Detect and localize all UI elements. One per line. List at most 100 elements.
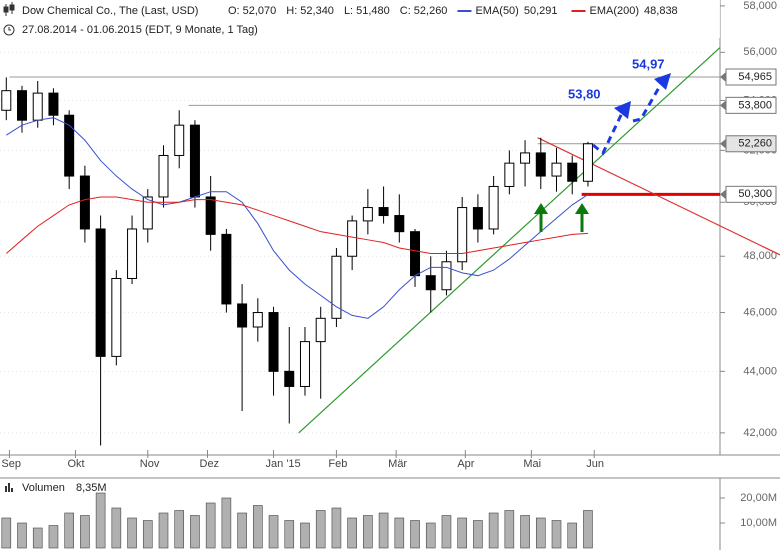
candle-body — [567, 162, 578, 182]
volume-bar — [425, 522, 436, 549]
y-tick-label: 44,000 — [743, 365, 777, 377]
volume-bar — [205, 502, 216, 549]
volume-bar — [64, 512, 74, 549]
volume-bar — [158, 512, 169, 549]
candle-body — [378, 207, 389, 217]
clock-icon — [3, 24, 15, 36]
projection-arrowhead — [614, 101, 631, 119]
candle-body — [252, 312, 263, 328]
candle-body — [488, 185, 499, 230]
candle-body — [299, 341, 310, 387]
volume-bar — [347, 517, 357, 549]
ema-line — [6, 117, 589, 319]
volume-bar — [315, 510, 326, 549]
candle-body — [48, 92, 59, 116]
annotations: 53,80 54,97 — [534, 56, 671, 232]
candle-body — [551, 162, 562, 177]
legend-value: 48,838 — [644, 5, 678, 17]
volume-bar — [394, 517, 405, 549]
volume-tick-label: 20,00M — [740, 492, 777, 504]
candle-body — [127, 228, 138, 279]
projection-path — [592, 83, 663, 156]
volume-bar — [551, 520, 562, 549]
level-label: 54,965 — [738, 71, 772, 83]
volume-title: Volumen — [22, 482, 65, 494]
legend-label: EMA(50) — [475, 5, 518, 17]
candle-body — [174, 124, 185, 156]
volume-bar — [331, 507, 342, 549]
y-tick-label: 42,000 — [743, 427, 777, 439]
candle-body — [410, 231, 421, 277]
volume-bar — [174, 510, 185, 549]
projection-arrowhead — [654, 73, 671, 90]
signal-arrowhead — [575, 203, 589, 214]
candle-body — [189, 124, 200, 198]
level-pointer — [720, 72, 726, 83]
volume-bar — [32, 527, 43, 549]
legend-value: 50,291 — [524, 5, 558, 17]
quote-key: L: — [344, 5, 353, 17]
title: Dow Chemical Co., The (Last, USD) — [22, 5, 198, 17]
volume-bar — [17, 522, 27, 549]
volume-value: 8,35M — [76, 482, 107, 494]
volume-bar — [300, 522, 310, 549]
candle-body — [504, 162, 515, 187]
volume-bar — [410, 520, 420, 549]
x-tick-label: Nov — [140, 458, 160, 470]
volume-bar — [237, 512, 247, 549]
candle-body — [472, 207, 483, 230]
candle-body — [111, 277, 122, 357]
x-tick-label: Mai — [523, 458, 541, 470]
y-tick-label: 46,000 — [743, 306, 777, 318]
x-tick-label: Dez — [200, 458, 220, 470]
signal-arrowhead — [534, 203, 548, 214]
volume-bar — [457, 517, 467, 549]
volume-bar — [268, 515, 279, 549]
x-tick-label: Mär — [388, 458, 407, 470]
x-tick-label: Jun — [586, 458, 604, 470]
volume-bar — [48, 525, 59, 549]
level-label: 52,260 — [738, 138, 772, 150]
x-tick-label: Feb — [328, 458, 347, 470]
subtitle: 27.08.2014 - 01.06.2015 (EDT, 9 Monate, … — [22, 24, 258, 36]
candle-body — [331, 255, 342, 319]
candle-body — [268, 312, 279, 372]
quote-key: H: — [286, 5, 297, 17]
legend-label: EMA(200) — [590, 5, 640, 17]
quote-key: C: — [400, 5, 411, 17]
x-tick-label: Okt — [67, 458, 84, 470]
candle-body — [32, 92, 43, 121]
trendline — [537, 137, 780, 256]
volume-bar — [1, 517, 12, 549]
quote-value: 51,480 — [356, 5, 390, 17]
volume-bar — [221, 497, 232, 549]
quote-value: 52,260 — [414, 5, 448, 17]
candle-body — [315, 317, 326, 343]
y-tick-label: 56,000 — [743, 46, 777, 58]
volume-bar — [378, 512, 389, 549]
level-pointer — [720, 100, 726, 111]
volume-tick-label: 10,00M — [740, 517, 777, 529]
candle-body — [394, 215, 405, 233]
candle-body — [142, 196, 153, 230]
x-tick-label: Jan '15 — [266, 458, 301, 470]
level-pointer — [720, 138, 726, 149]
clock-hand — [8, 27, 11, 31]
x-tick-label: Sep — [1, 458, 21, 470]
y-tick-label: 58,000 — [743, 0, 777, 12]
target-label: 54,97 — [632, 56, 665, 71]
volume-bar — [488, 512, 499, 549]
candle-body — [237, 303, 248, 328]
quote-key: O: — [228, 5, 240, 17]
candle-body — [17, 90, 28, 121]
volume-bar — [363, 515, 373, 549]
volume-bar — [142, 520, 153, 549]
ema-line — [5, 196, 588, 254]
volume-bar — [535, 517, 546, 549]
volume-bar — [567, 522, 578, 549]
quote-value: 52,070 — [243, 5, 277, 17]
candle-body — [441, 261, 452, 291]
level-label: 50,300 — [738, 188, 772, 200]
candle-body — [425, 275, 436, 291]
